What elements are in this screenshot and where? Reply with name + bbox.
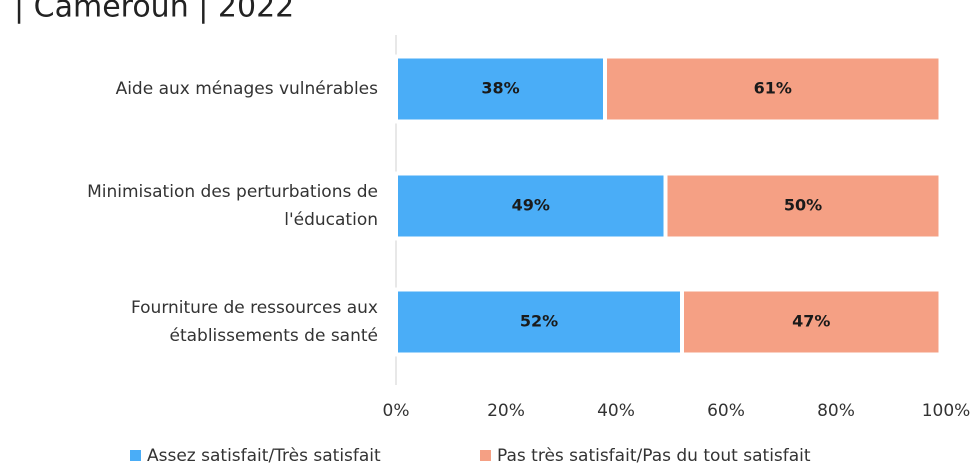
bar-segment [663,171,943,241]
legend-swatch [130,450,141,461]
x-tick-label: 80% [817,401,855,421]
x-tick-label: 100% [922,401,971,421]
bar-segment [680,287,943,357]
x-tick-label: 60% [707,401,745,421]
bar-segment [603,54,943,124]
value-label: 52% [520,312,558,331]
value-label: 47% [792,312,830,331]
legend-label: Pas très satisfait/Pas du tout satisfait [497,446,811,466]
value-label: 61% [754,79,792,98]
legend-label: Assez satisfait/Très satisfait [147,446,381,466]
category-label: l'éducation [284,210,378,230]
x-tick-label: 20% [487,401,525,421]
category-label: Fourniture de ressources aux [131,298,378,318]
x-tick-label: 40% [597,401,635,421]
value-label: 49% [512,196,550,215]
chart-title: | Cameroun | 2022 [14,0,294,25]
value-label: 50% [784,196,822,215]
category-label: Minimisation des perturbations de [87,182,378,202]
x-tick-label: 0% [383,401,410,421]
legend-swatch [480,450,491,461]
category-label: établissements de santé [170,326,379,346]
value-label: 38% [481,79,519,98]
bar-segment [394,171,668,241]
category-label: Aide aux ménages vulnérables [116,79,379,99]
